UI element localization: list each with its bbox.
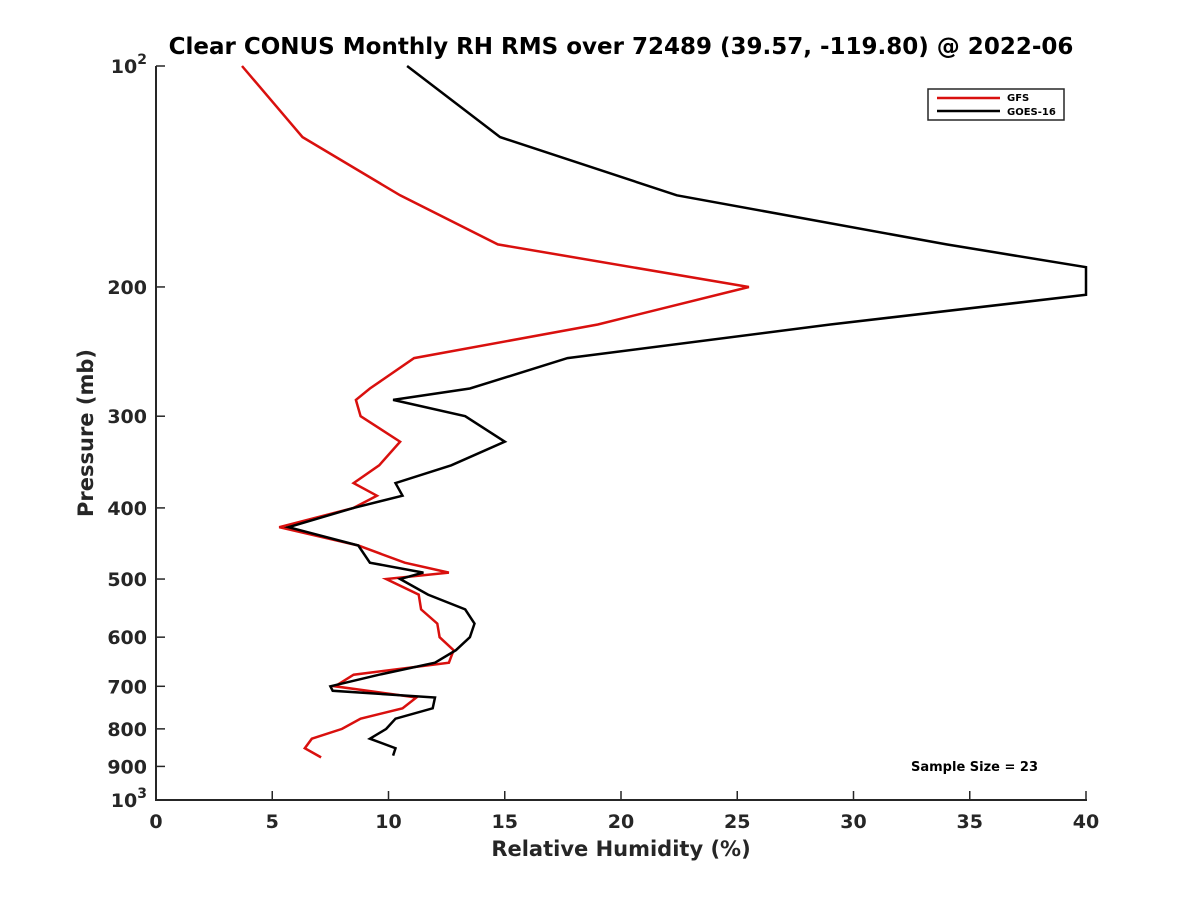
y-tick-label: 800 [107,719,147,741]
x-tick-label: 25 [724,811,750,833]
legend-label-goes16: GOES-16 [1007,107,1056,118]
sample-size-annotation: Sample Size = 23 [911,760,1038,775]
legend: GFS GOES-16 [927,88,1065,121]
chart-title: Clear CONUS Monthly RH RMS over 72489 (3… [169,34,1074,60]
y-tick-label: 103 [111,786,147,812]
y-tick-label: 102 [111,52,147,78]
plot-lines [241,65,1088,759]
x-tick-label: 10 [375,811,401,833]
series-line-gfs [241,65,750,759]
y-tick-label: 200 [107,277,147,299]
x-tick-label: 35 [957,811,983,833]
x-tick-label: 5 [266,811,279,833]
y-tick-label: 900 [107,756,147,778]
x-axis-label: Relative Humidity (%) [491,837,750,861]
y-tick-label: 300 [107,406,147,428]
series-line-goes16 [283,65,1088,756]
y-axis-label: Pressure (mb) [74,349,98,517]
x-tick-label: 20 [608,811,634,833]
x-tick-label: 30 [840,811,866,833]
y-ticks: 102 200 300 400 500 600 700 800 900 103 [107,52,165,812]
y-tick-label: 400 [107,498,147,520]
x-tick-label: 0 [149,811,162,833]
y-tick-label: 500 [107,569,147,591]
legend-label-gfs: GFS [1007,93,1029,104]
x-tick-label: 15 [492,811,518,833]
y-tick-label: 700 [107,676,147,698]
x-tick-label: 40 [1073,811,1099,833]
y-tick-label: 600 [107,627,147,649]
x-ticks: 0 5 10 15 20 25 30 35 40 [149,791,1099,833]
legend-box [927,88,1065,121]
